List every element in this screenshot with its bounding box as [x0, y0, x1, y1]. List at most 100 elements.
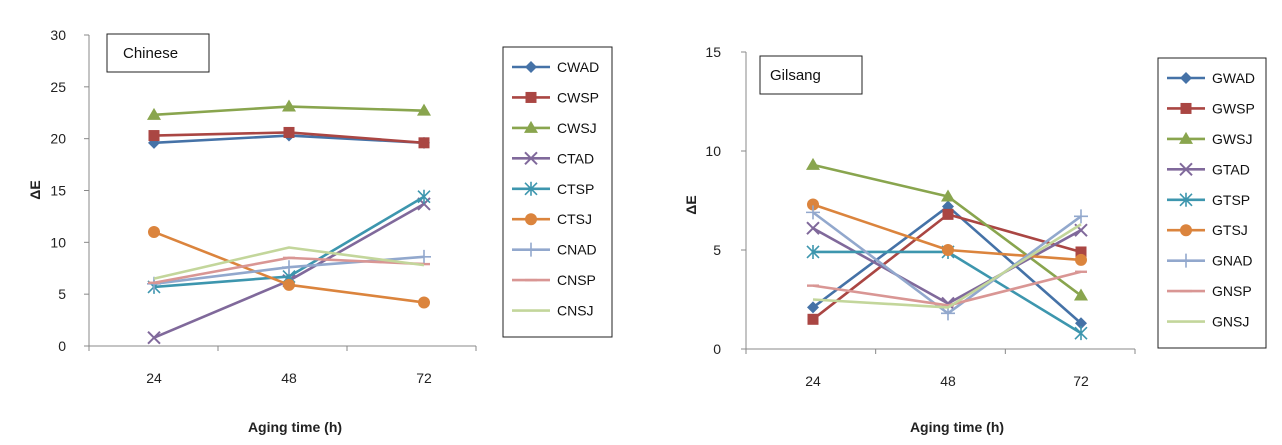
legend-item: CNAD	[512, 242, 597, 258]
y-tick-label: 10	[705, 143, 721, 159]
data-point	[148, 130, 160, 142]
legend-item: CWAD	[512, 59, 599, 75]
series-cnsj	[153, 246, 425, 280]
data-point	[806, 221, 820, 235]
legend-item: GNSP	[1167, 283, 1252, 299]
legend-marker	[524, 181, 538, 196]
y-tick-label: 10	[50, 234, 66, 250]
legend-label: CTSP	[557, 181, 594, 197]
legend-item: CTSJ	[512, 211, 592, 227]
series-gnsj	[812, 223, 1082, 309]
series-ctsj	[148, 225, 430, 309]
legend-marker	[1179, 253, 1193, 268]
legend-label: GNSJ	[1212, 314, 1249, 330]
legend-marker	[1180, 72, 1192, 84]
y-axis-label: ΔE	[27, 180, 43, 199]
legend-item: GTSP	[1167, 192, 1250, 208]
y-tick-label: 5	[713, 242, 721, 258]
legend: GWAD GWSP GWSJ GTAD GTSP GTSJ GNAD GNSP GNSJ	[1157, 57, 1267, 349]
legend-box	[502, 46, 613, 338]
legend-label: GTSJ	[1212, 222, 1248, 238]
legend-item: CNSJ	[512, 303, 594, 319]
legend-marker	[1180, 224, 1192, 237]
legend-item: CTAD	[512, 150, 594, 166]
y-tick-label: 0	[58, 338, 66, 354]
data-point	[806, 205, 820, 220]
chart-chinese: Chinese Aging time (h) ΔE 0 5 10 15 20 25 30 24…	[27, 27, 613, 435]
axes: 0 5 10 15 24 48 72	[705, 44, 1136, 389]
data-point	[806, 244, 820, 259]
legend-label: CNSJ	[557, 303, 594, 319]
y-tick-label: 25	[50, 79, 66, 95]
data-point	[147, 330, 161, 345]
data-point	[942, 208, 954, 220]
data-point	[418, 296, 430, 309]
series-gnad	[806, 205, 1088, 321]
legend-item: GWSP	[1167, 100, 1255, 116]
legend-label: CWSJ	[557, 120, 597, 136]
data-point	[807, 198, 819, 211]
legend-marker	[1179, 192, 1193, 207]
legend-marker	[525, 61, 537, 73]
y-tick-label: 5	[58, 286, 66, 302]
legend-marker	[524, 120, 538, 133]
data-point	[282, 260, 296, 275]
series-cwsp	[148, 126, 430, 149]
legend-item: CNSP	[512, 272, 596, 288]
x-tick-label: 48	[940, 373, 956, 389]
data-point	[283, 278, 295, 291]
series-gtsj	[807, 198, 1087, 266]
legend-label: GWSP	[1212, 100, 1255, 116]
series-cwsj	[147, 99, 431, 120]
legend-label: GTSP	[1212, 192, 1250, 208]
legend-box	[1157, 57, 1267, 349]
x-tick-label: 48	[281, 370, 297, 386]
data-point	[283, 126, 295, 138]
data-point	[418, 137, 430, 149]
series-line	[153, 246, 425, 280]
chart-gilsang: Gilsang Aging time (h) ΔE 0 5 10 15 24 48 72 G…	[683, 44, 1267, 435]
legend-label: GTAD	[1212, 161, 1250, 177]
x-tick-label: 24	[805, 373, 821, 389]
x-tick-label: 24	[146, 370, 162, 386]
data-point	[1074, 326, 1088, 341]
legend-label: GNSP	[1212, 283, 1252, 299]
legend-label: GWAD	[1212, 70, 1255, 86]
data-point	[941, 189, 955, 202]
legend-item: GWSJ	[1167, 131, 1252, 147]
legend-item: GWAD	[1167, 70, 1255, 86]
series-line	[812, 211, 1082, 315]
legend-label: CWSP	[557, 89, 599, 105]
legend-label: GNAD	[1212, 253, 1252, 269]
legend-label: CTSJ	[557, 211, 592, 227]
legend-item: GNSJ	[1167, 314, 1249, 330]
data-point	[1075, 246, 1087, 258]
x-axis-label: Aging time (h)	[910, 419, 1004, 435]
chart-title-box	[759, 55, 863, 95]
series-layer	[806, 157, 1088, 341]
legend-label: CNAD	[557, 242, 597, 258]
data-point	[417, 249, 431, 264]
data-point	[1074, 209, 1088, 224]
axes: 0 5 10 15 20 25 30 24 48 72	[50, 27, 477, 386]
series-line	[812, 223, 1082, 309]
legend-label: CTAD	[557, 150, 594, 166]
x-axis-label: Aging time (h)	[248, 419, 342, 435]
legend-marker	[524, 242, 538, 257]
data-point	[147, 107, 161, 120]
legend-item: GTAD	[1167, 161, 1250, 177]
y-tick-label: 30	[50, 27, 66, 43]
legend-label: CWAD	[557, 59, 599, 75]
legend-marker	[525, 91, 537, 103]
legend-item: CWSJ	[512, 120, 597, 136]
series-gtad	[806, 221, 1088, 311]
legend-item: CWSP	[512, 89, 599, 105]
data-point	[942, 244, 954, 256]
series-gwsp	[807, 208, 1087, 325]
data-point	[1074, 288, 1088, 301]
data-point	[417, 189, 431, 204]
y-tick-label: 20	[50, 131, 66, 147]
data-point	[807, 301, 819, 314]
y-tick-label: 15	[50, 183, 66, 199]
